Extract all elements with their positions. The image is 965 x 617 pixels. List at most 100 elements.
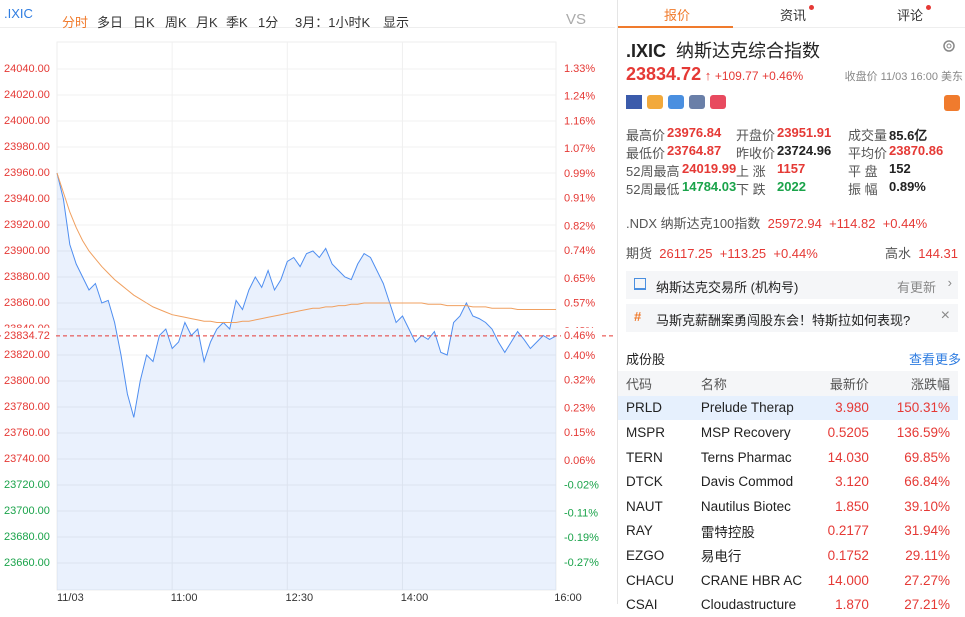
cell: 0.1752: [827, 547, 869, 563]
more-link[interactable]: 查看更多: [908, 352, 961, 367]
y-tick-label: 23900.00: [4, 245, 50, 257]
y-tick-label: 23820.00: [4, 349, 50, 361]
price: 23834.72: [626, 64, 702, 84]
x-tick-label: 14:00: [401, 592, 429, 604]
toolbar-item[interactable]: 1分: [258, 15, 279, 30]
current-price-label: 23834.72: [4, 330, 50, 342]
x-tick-label: 11:00: [171, 592, 198, 604]
x-tick-label: 12:30: [286, 592, 314, 604]
cell: DTCK: [626, 474, 663, 490]
header-cell: 代码: [626, 376, 653, 392]
table-row[interactable]: EZGO 易电行 0.1752 29.11%: [618, 543, 958, 568]
toolbar-item[interactable]: 日K: [133, 15, 155, 30]
price-line: [56, 172, 557, 418]
table-row[interactable]: TERN Terns Pharmac 14.030 69.85%: [618, 445, 958, 470]
cell: 136.59%: [896, 424, 950, 440]
stat-label: 平均价: [848, 146, 888, 161]
cell: 14.000: [827, 572, 869, 588]
cell: 27.21%: [904, 597, 950, 613]
y2-tick-label: 1.07%: [564, 143, 595, 155]
y2-tick-label: 1.24%: [564, 91, 595, 103]
tab[interactable]: 资讯: [780, 5, 815, 24]
y-tick-label: 23960.00: [4, 167, 50, 179]
stat-value: 23976.84: [667, 125, 722, 140]
header-cell: 名称: [700, 376, 727, 392]
cell: 3.120: [835, 474, 869, 490]
table-row[interactable]: NAUT Nautilus Biotec 1.850 39.10%: [618, 494, 958, 519]
y-tick-label: 23920.00: [4, 219, 50, 231]
y2-tick-label: -0.02%: [564, 480, 599, 492]
change: +109.77: [714, 69, 759, 83]
y2-tick-label: 0.99%: [564, 168, 595, 180]
stat-value: 23951.91: [777, 125, 832, 140]
stat-value: 14784.03: [682, 179, 737, 194]
table-row[interactable]: RAY 雷特控股 0.2177 31.94%: [618, 519, 958, 544]
stat-value: 85.6亿: [889, 128, 928, 143]
price-line: 23834.72 ↑ +109.77 +0.46%: [626, 64, 804, 84]
cell: 3.980: [835, 400, 869, 416]
y2-tick-label: 0.65%: [564, 273, 595, 285]
table-row[interactable]: CHACU CRANE HBR AC 14.000 27.27%: [618, 568, 958, 593]
table-row[interactable]: MSPR MSP Recovery 0.5205 136.59%: [618, 420, 958, 445]
cell: NAUT: [626, 498, 663, 514]
y-tick-label: 24020.00: [4, 89, 50, 101]
futures-price: 26117.25: [659, 246, 713, 261]
stat-value: 23870.86: [889, 143, 944, 158]
table-row[interactable]: PRLD Prelude Therap 3.980 150.31%: [618, 395, 958, 421]
futures-pct: +0.44%: [773, 246, 818, 261]
toolbar-item[interactable]: 显示: [383, 15, 410, 30]
badges: [626, 95, 726, 112]
alert-icon[interactable]: [944, 95, 960, 111]
y2-tick-label: 1.33%: [564, 63, 595, 75]
y2-tick-label: 0.06%: [564, 455, 595, 467]
toolbar-item[interactable]: 周K: [165, 15, 187, 30]
stat-label: 52周最高: [626, 164, 680, 179]
cell: RAY: [626, 523, 653, 539]
cell: MSPR: [626, 424, 666, 440]
tab-label: 资讯: [780, 8, 807, 23]
table-row[interactable]: CSAI Cloudastructure 1.870 27.21%: [618, 592, 958, 617]
stat-label: 平 盘: [848, 164, 878, 179]
y2-tick-label: -0.27%: [564, 557, 599, 569]
settings-icon[interactable]: [941, 38, 957, 54]
y-tick-label: 23780.00: [4, 401, 50, 413]
toolbar-item[interactable]: 分时: [62, 15, 89, 30]
notice[interactable]: 纳斯达克交易所 (机构号) 有更新 ›: [626, 271, 958, 299]
y-tick-label: 23880.00: [4, 271, 50, 283]
stat-value: 23724.96: [777, 143, 832, 158]
y2-tick-label: 0.91%: [564, 193, 595, 205]
y2-tick-label: 0.74%: [564, 245, 595, 257]
stat-value: 152: [889, 161, 911, 176]
cell: 1.870: [835, 597, 869, 613]
plot-frame: [56, 41, 557, 591]
stat-value: 1157: [777, 161, 806, 176]
y-tick-label: 23740.00: [4, 453, 50, 465]
cell: 150.31%: [896, 400, 950, 416]
table-row[interactable]: DTCK Davis Commod 3.120 66.84%: [618, 469, 958, 494]
tab[interactable]: 报价: [664, 8, 691, 23]
y-tick-label: 24040.00: [4, 63, 50, 75]
cell: TERN: [626, 449, 663, 465]
toolbar-item[interactable]: 多日: [97, 15, 124, 30]
toolbar-item[interactable]: VS: [566, 11, 587, 28]
y-tick-label: 23940.00: [4, 193, 50, 205]
stat-label: 开盘价: [736, 128, 776, 143]
y-tick-label: 23760.00: [4, 427, 50, 439]
header-cell: 涨跌幅: [910, 376, 950, 392]
tab[interactable]: 评论: [897, 5, 932, 24]
y2-tick-label: -0.11%: [564, 508, 598, 520]
header-cell: 最新价: [829, 376, 869, 392]
toolbar-item[interactable]: 月K: [196, 15, 218, 30]
toolbar-item[interactable]: 3月：1小时K: [295, 15, 371, 30]
notice[interactable]: # 马斯克薪酬案勇闯股东会！特斯拉如何表现? ×: [626, 304, 958, 332]
cell: 14.030: [827, 449, 869, 465]
y-tick-label: 23680.00: [4, 531, 50, 543]
average-line: [56, 172, 556, 323]
notice-text: 马斯克薪酬案勇闯股东会！特斯拉如何表现?: [656, 313, 911, 328]
y2-tick-label: 0.57%: [564, 298, 595, 310]
toolbar-item[interactable]: 季K: [226, 15, 248, 30]
stat-label: 52周最低: [626, 182, 680, 197]
ndx-price: 25972.94: [767, 216, 822, 231]
close-time: 收盘价 11/03 16:00 美东: [844, 71, 963, 83]
cell: 0.5205: [827, 424, 869, 440]
